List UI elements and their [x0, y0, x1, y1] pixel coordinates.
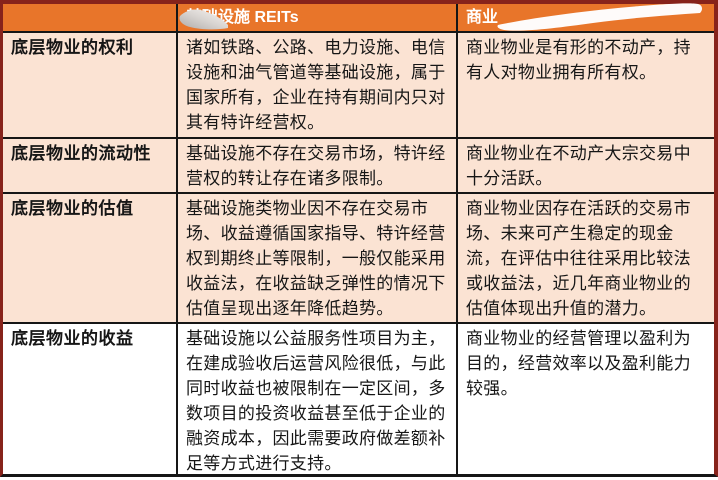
- row-label-valuation: 底层物业的估值: [3, 194, 176, 322]
- income-infrastructure-cell: 基础设施以公益服务性项目为主，在建成验收后运营风险很低，与此同时收益也被限制在一…: [178, 324, 456, 474]
- header-commercial: 商业: [458, 4, 714, 31]
- rights-commercial-cell: 商业物业是有形的不动产，持有人对物业拥有所有权。: [458, 33, 714, 137]
- row-label-rights: 底层物业的权利: [3, 33, 176, 137]
- income-commercial-cell: 商业物业的经营管理以盈利为目的，经营效率以及盈利能力较强。: [458, 324, 714, 474]
- row-label-income: 底层物业的收益: [3, 324, 176, 474]
- row-label-liquidity: 底层物业的流动性: [3, 139, 176, 192]
- rights-infrastructure-cell: 诸如铁路、公路、电力设施、电信设施和油气管道等基础设施，属于国家所有，企业在持有…: [178, 33, 456, 137]
- valuation-infrastructure-cell: 基础设施类物业因不存在交易市场、收益遵循国家指导、特许经营权到期终止等限制，一般…: [178, 194, 456, 322]
- liquidity-commercial-cell: 商业物业在不动产大宗交易中十分活跃。: [458, 139, 714, 192]
- header-infrastructure-reits: 基础设施 REITs: [178, 4, 456, 31]
- header-empty-cell: [3, 4, 176, 31]
- liquidity-infrastructure-cell: 基础设施不存在交易市场，特许经营权的转让存在诸多限制。: [178, 139, 456, 192]
- valuation-commercial-cell: 商业物业因存在活跃的交易市场、未来可产生稳定的现金流，在评估中往往采用比较法或收…: [458, 194, 714, 322]
